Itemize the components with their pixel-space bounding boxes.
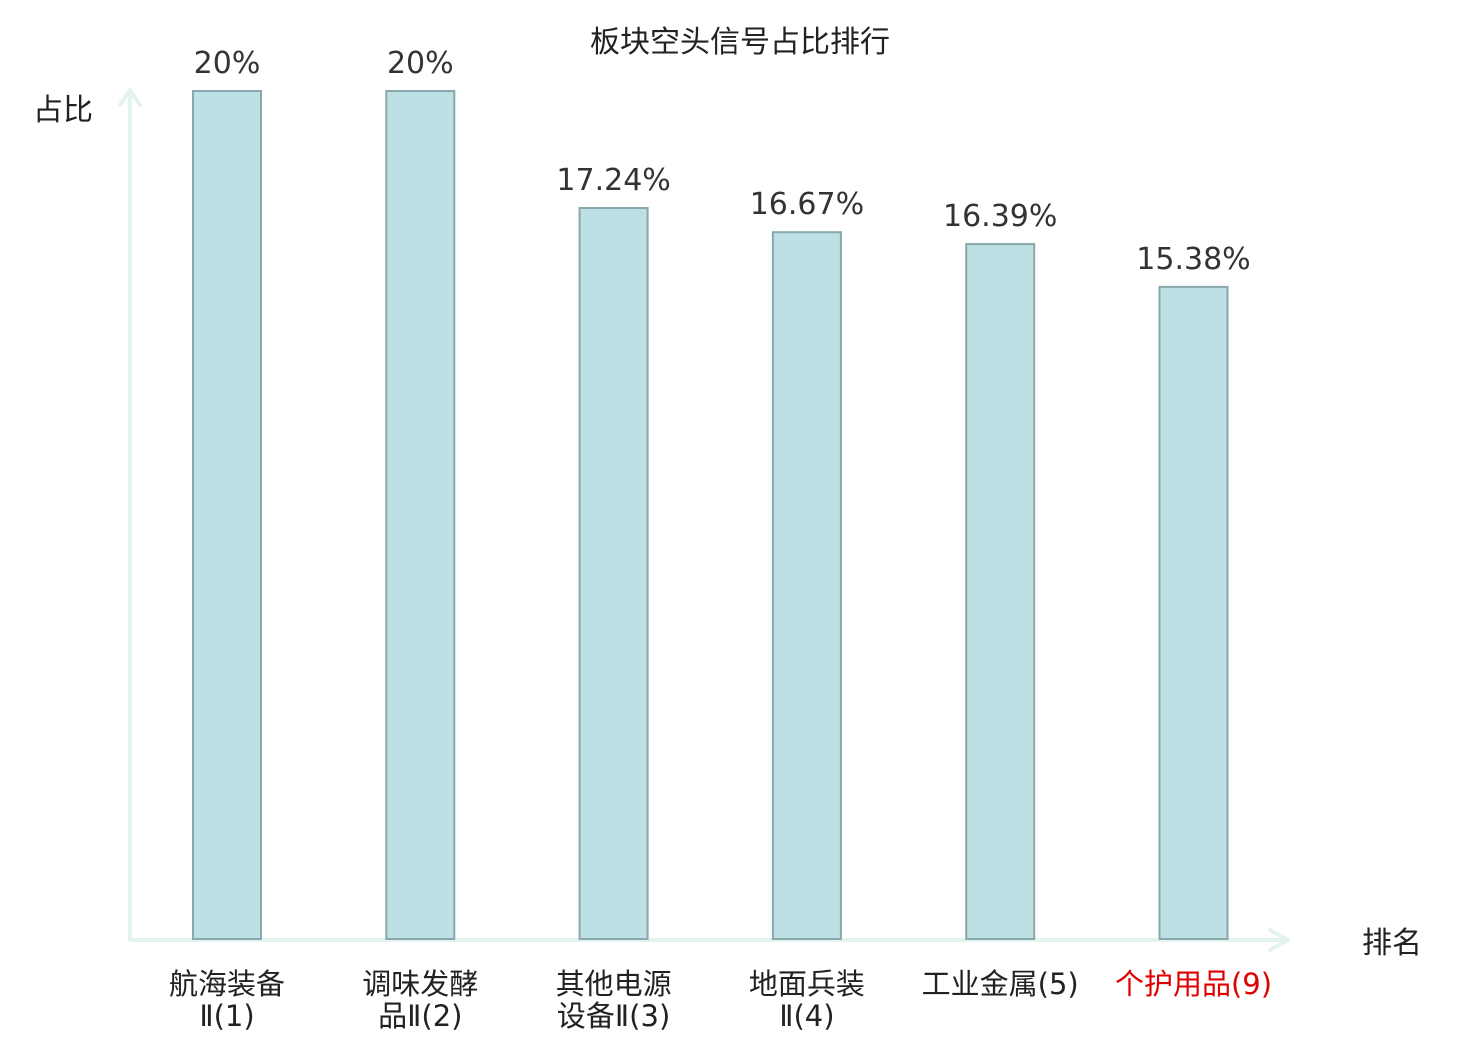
category-label-2-line-2: 品Ⅱ(2) (378, 999, 462, 1033)
category-label-6: 个护用品(9) (1115, 967, 1272, 1001)
value-label-3: 17.24% (556, 163, 670, 198)
category-label-4-line-1: 地面兵装 (749, 967, 865, 1001)
x-axis-label: 排名 (1362, 926, 1422, 961)
bar-4 (771, 231, 842, 940)
category-label-2-line-1: 调味发酵 (362, 967, 478, 1001)
category-label-3-line-1: 其他电源 (556, 967, 672, 1001)
bar-3 (578, 207, 649, 940)
value-label-2: 20% (387, 46, 454, 81)
bar-1 (192, 90, 262, 940)
category-label-1-line-2: Ⅱ(1) (199, 999, 254, 1033)
value-label-4: 16.67% (750, 187, 864, 222)
y-axis-arrowhead (118, 88, 142, 107)
value-labels-group: 20% 20% 17.24% 16.67% 16.39% 15.38% (194, 46, 1251, 277)
value-label-1: 20% (194, 46, 261, 81)
category-label-1-line-1: 航海装备 (169, 967, 285, 1001)
value-label-5: 16.39% (943, 199, 1057, 234)
bars-group (192, 90, 1229, 941)
category-label-3-line-2: 设备Ⅱ(3) (557, 999, 670, 1033)
bar-5 (965, 243, 1036, 941)
category-label-4-line-2: Ⅱ(4) (779, 999, 834, 1033)
chart-title: 板块空头信号占比排行 (590, 25, 890, 60)
bar-6 (1158, 285, 1229, 940)
y-axis-label: 占比 (33, 93, 93, 128)
category-label-5: 工业金属(5) (922, 967, 1079, 1001)
bar-2 (385, 90, 456, 940)
x-axis-arrowhead (1268, 928, 1290, 952)
value-label-6: 15.38% (1136, 242, 1250, 277)
